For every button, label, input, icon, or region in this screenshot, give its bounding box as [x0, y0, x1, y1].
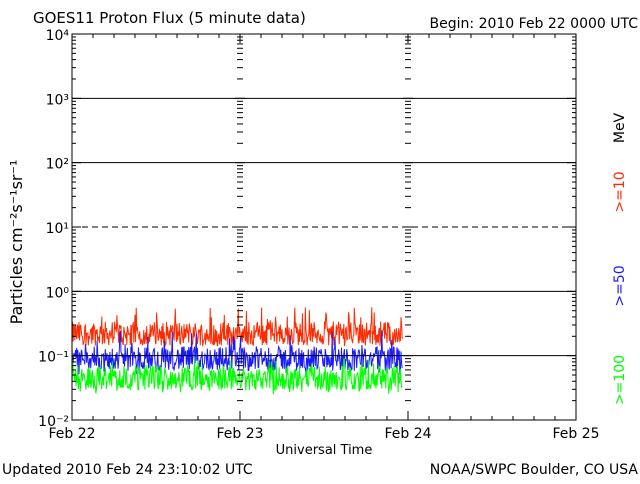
x-tick-label: Feb 23 [216, 426, 263, 442]
y-tick-label: 10⁻¹ [38, 350, 69, 366]
series-line [71, 330, 403, 375]
x-tick-label: Feb 24 [384, 426, 431, 442]
y-tick-label: 10³ [46, 92, 69, 108]
y-tick-label: 10⁴ [46, 28, 70, 44]
y-ticks: 10⁻² 10⁻¹ 10⁰ 10¹ 10² 10³ 10⁴ [38, 28, 576, 430]
legend: MeV >=10 >=50 >=100 [612, 112, 628, 405]
y-tick-label: 10⁻² [38, 414, 69, 430]
series-layer [71, 307, 403, 395]
chart-title: GOES11 Proton Flux (5 minute data) [33, 9, 306, 27]
y-tick-label: 10² [46, 157, 69, 173]
begin-label: Begin: 2010 Feb 22 0000 UTC [430, 16, 639, 32]
y-tick-label: 10⁰ [46, 285, 70, 301]
x-tick-label: Feb 22 [48, 426, 95, 442]
source-credit: NOAA/SWPC Boulder, CO USA [430, 462, 639, 478]
series-line [71, 307, 403, 347]
series-line [71, 358, 403, 395]
legend-series-label: >=100 [612, 355, 628, 405]
legend-series-label: >=10 [612, 171, 628, 212]
plot-area: 10⁻² 10⁻¹ 10⁰ 10¹ 10² 10³ 10⁴ Feb 22 Feb 23 Feb … [38, 28, 599, 442]
y-tick-label: 10¹ [46, 221, 69, 237]
legend-unit: MeV [612, 112, 628, 143]
updated-timestamp: Updated 2010 Feb 24 23:10:02 UTC [2, 462, 253, 478]
x-tick-label: Feb 25 [552, 426, 599, 442]
reference-lines [72, 97, 576, 357]
day-dividers [235, 36, 413, 402]
legend-series-label: >=50 [612, 265, 628, 306]
plot-frame [71, 33, 577, 421]
x-axis-label: Universal Time [276, 443, 373, 458]
y-axis-label: Particles cm⁻²s⁻¹sr⁻¹ [7, 160, 26, 325]
